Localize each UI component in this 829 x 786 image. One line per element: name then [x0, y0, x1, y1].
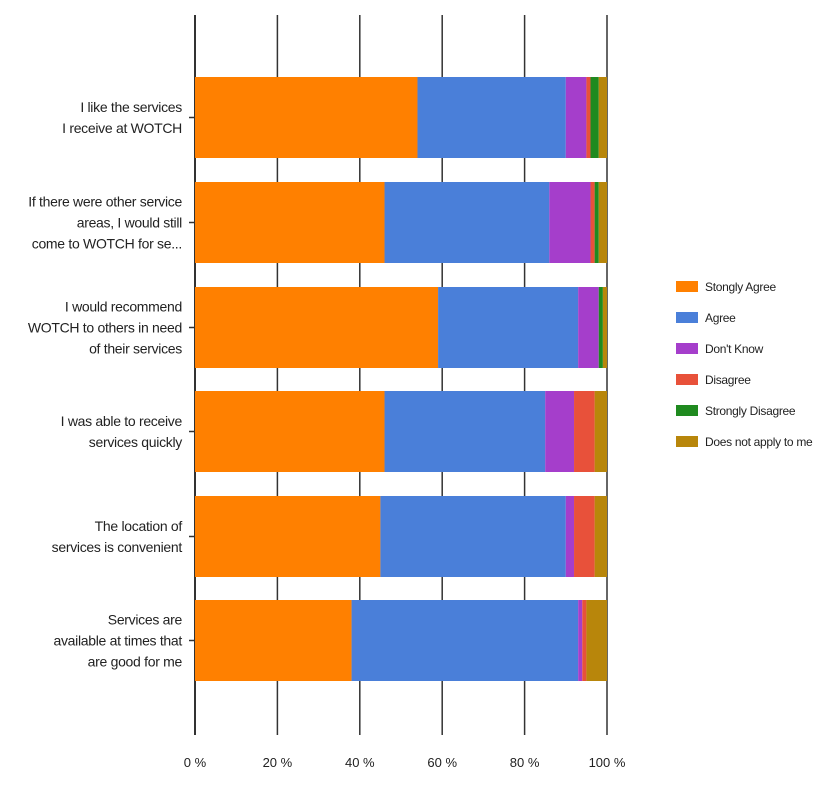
bar-segment	[578, 600, 583, 681]
category-label: I receive at WOTCH	[62, 120, 182, 136]
bar-segment	[351, 600, 579, 681]
bar-segment	[195, 182, 385, 263]
bar-segment	[598, 287, 603, 368]
category-label: I would recommend	[65, 299, 182, 315]
x-tick-label: 40 %	[345, 755, 375, 770]
category-label: available at times that	[53, 633, 182, 649]
bar-segment	[438, 287, 579, 368]
legend-swatch	[676, 436, 698, 447]
bar-segment	[380, 496, 566, 577]
category-label: services is convenient	[52, 539, 183, 555]
bar-segment	[594, 391, 607, 472]
bar-segment	[586, 600, 607, 681]
x-tick-label: 60 %	[427, 755, 457, 770]
bar-segment	[590, 77, 599, 158]
x-tick-label: 0 %	[184, 755, 207, 770]
category-label: Services are	[108, 612, 183, 628]
bar-segment	[598, 77, 607, 158]
legend-swatch	[676, 281, 698, 292]
bar-segment	[195, 391, 385, 472]
legend-label: Don't Know	[705, 342, 764, 356]
bar-segment	[590, 182, 595, 263]
bar-segment	[602, 287, 607, 368]
category-label: WOTCH to others in need	[28, 320, 182, 336]
category-label: of their services	[89, 341, 182, 357]
bar-segment	[195, 287, 439, 368]
category-label: come to WOTCH for se...	[32, 236, 182, 252]
x-tick-label: 100 %	[589, 755, 626, 770]
category-label: If there were other service	[28, 194, 182, 210]
category-label: areas, I would still	[77, 215, 182, 231]
bar-segment	[574, 391, 595, 472]
legend-label: Disagree	[705, 373, 751, 387]
x-tick-label: 80 %	[510, 755, 540, 770]
legend-swatch	[676, 405, 698, 416]
bar-segment	[417, 77, 566, 158]
bar-segment	[586, 77, 591, 158]
bar-segment	[545, 391, 575, 472]
bar-segment	[195, 496, 381, 577]
bar-segment	[195, 77, 418, 158]
legend-swatch	[676, 343, 698, 354]
bar-segment	[565, 77, 587, 158]
bar-segment	[594, 182, 599, 263]
category-label: I was able to receive	[61, 413, 183, 429]
bar-segment	[582, 600, 587, 681]
bar-segment	[195, 600, 352, 681]
category-label: are good for me	[88, 654, 183, 670]
x-tick-label: 20 %	[263, 755, 293, 770]
legend-label: Does not apply to me	[705, 435, 813, 449]
bar-segment	[578, 287, 599, 368]
bar-segment	[549, 182, 591, 263]
bar-segment	[384, 391, 546, 472]
legend-label: Stongly Agree	[705, 280, 776, 294]
bar-segment	[384, 182, 550, 263]
bar-segment	[594, 496, 607, 577]
category-label: I like the services	[80, 99, 182, 115]
legend-label: Strongly Disagree	[705, 404, 796, 418]
legend-swatch	[676, 312, 698, 323]
category-label: services quickly	[89, 434, 183, 450]
legend-label: Agree	[705, 311, 736, 325]
bar-segment	[565, 496, 575, 577]
legend-swatch	[676, 374, 698, 385]
bar-segment	[574, 496, 595, 577]
category-label: The location of	[95, 518, 183, 534]
bar-segment	[598, 182, 607, 263]
